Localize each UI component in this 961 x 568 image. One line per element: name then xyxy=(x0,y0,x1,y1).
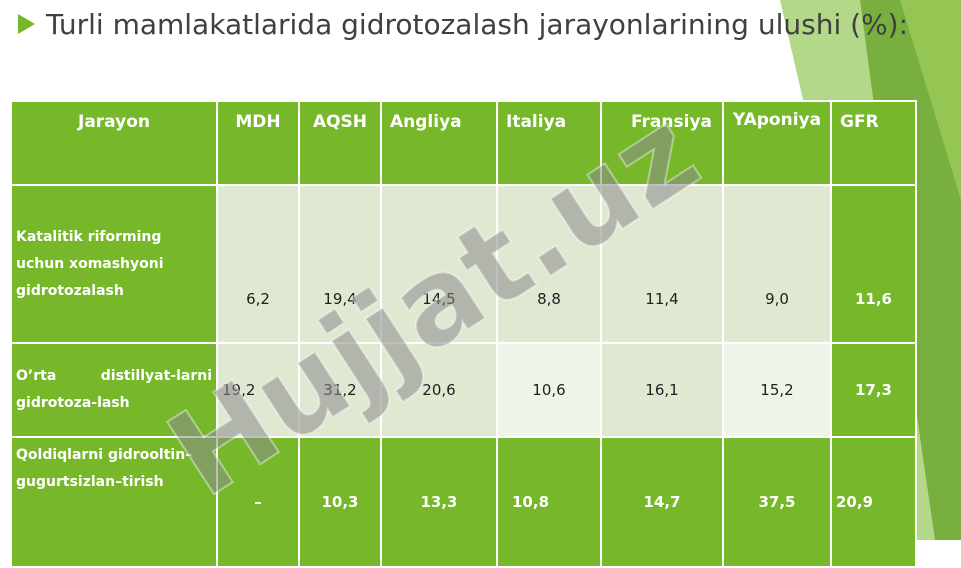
table-row: O’rta distillyat-larni gidrotoza-lash 19… xyxy=(10,342,917,438)
table-cell: 17,3 xyxy=(830,342,917,438)
table-cell: 14,7 xyxy=(600,436,724,568)
table-cell: 20,6 xyxy=(380,342,498,438)
header-jarayon: Jarayon xyxy=(10,100,218,186)
table-cell: 19,2 xyxy=(216,342,300,438)
table-cell: 9,0 xyxy=(722,184,832,344)
header-mdh: MDH xyxy=(216,100,300,186)
header-gfr: GFR xyxy=(830,100,917,186)
data-table: Jarayon MDH AQSH Angliya Italiya Fransiy… xyxy=(10,100,917,568)
table-cell: – xyxy=(216,436,300,568)
table-cell: 20,9 xyxy=(830,436,917,568)
table-cell: 16,1 xyxy=(600,342,724,438)
header-angliya: Angliya xyxy=(380,100,498,186)
table-cell: 8,8 xyxy=(496,184,602,344)
table-cell: 31,2 xyxy=(298,342,382,438)
slide-title-text: Turli mamlakatlarida gidrotozalash jaray… xyxy=(46,8,909,41)
table-cell: 10,3 xyxy=(298,436,382,568)
header-aqsh: AQSH xyxy=(298,100,382,186)
table-cell: 11,6 xyxy=(830,184,917,344)
table-cell: 13,3 xyxy=(380,436,498,568)
row-label: Katalitik riforming uchun xomashyoni gid… xyxy=(10,184,218,344)
table-cell: 37,5 xyxy=(722,436,832,568)
header-italiya: Italiya xyxy=(496,100,602,186)
header-yaponiya: YAponiya xyxy=(722,100,832,186)
table-row: Katalitik riforming uchun xomashyoni gid… xyxy=(10,184,917,344)
slide-title: Turli mamlakatlarida gidrotozalash jaray… xyxy=(18,8,918,42)
table-header-row: Jarayon MDH AQSH Angliya Italiya Fransiy… xyxy=(10,100,917,186)
table-cell: 15,2 xyxy=(722,342,832,438)
table-cell: 6,2 xyxy=(216,184,300,344)
table-cell: 14,5 xyxy=(380,184,498,344)
table-cell: 19,4 xyxy=(298,184,382,344)
table-cell: 11,4 xyxy=(600,184,724,344)
table-cell: 10,6 xyxy=(496,342,602,438)
header-fransiya: Fransiya xyxy=(600,100,724,186)
table-cell: 10,8 xyxy=(496,436,602,568)
table-row: Qoldiqlarni gidrooltin–gugurtsizlan–tiri… xyxy=(10,436,917,568)
triangle-bullet-icon xyxy=(18,14,35,34)
row-label: O’rta distillyat-larni gidrotoza-lash xyxy=(10,342,218,438)
row-label: Qoldiqlarni gidrooltin–gugurtsizlan–tiri… xyxy=(10,436,218,568)
